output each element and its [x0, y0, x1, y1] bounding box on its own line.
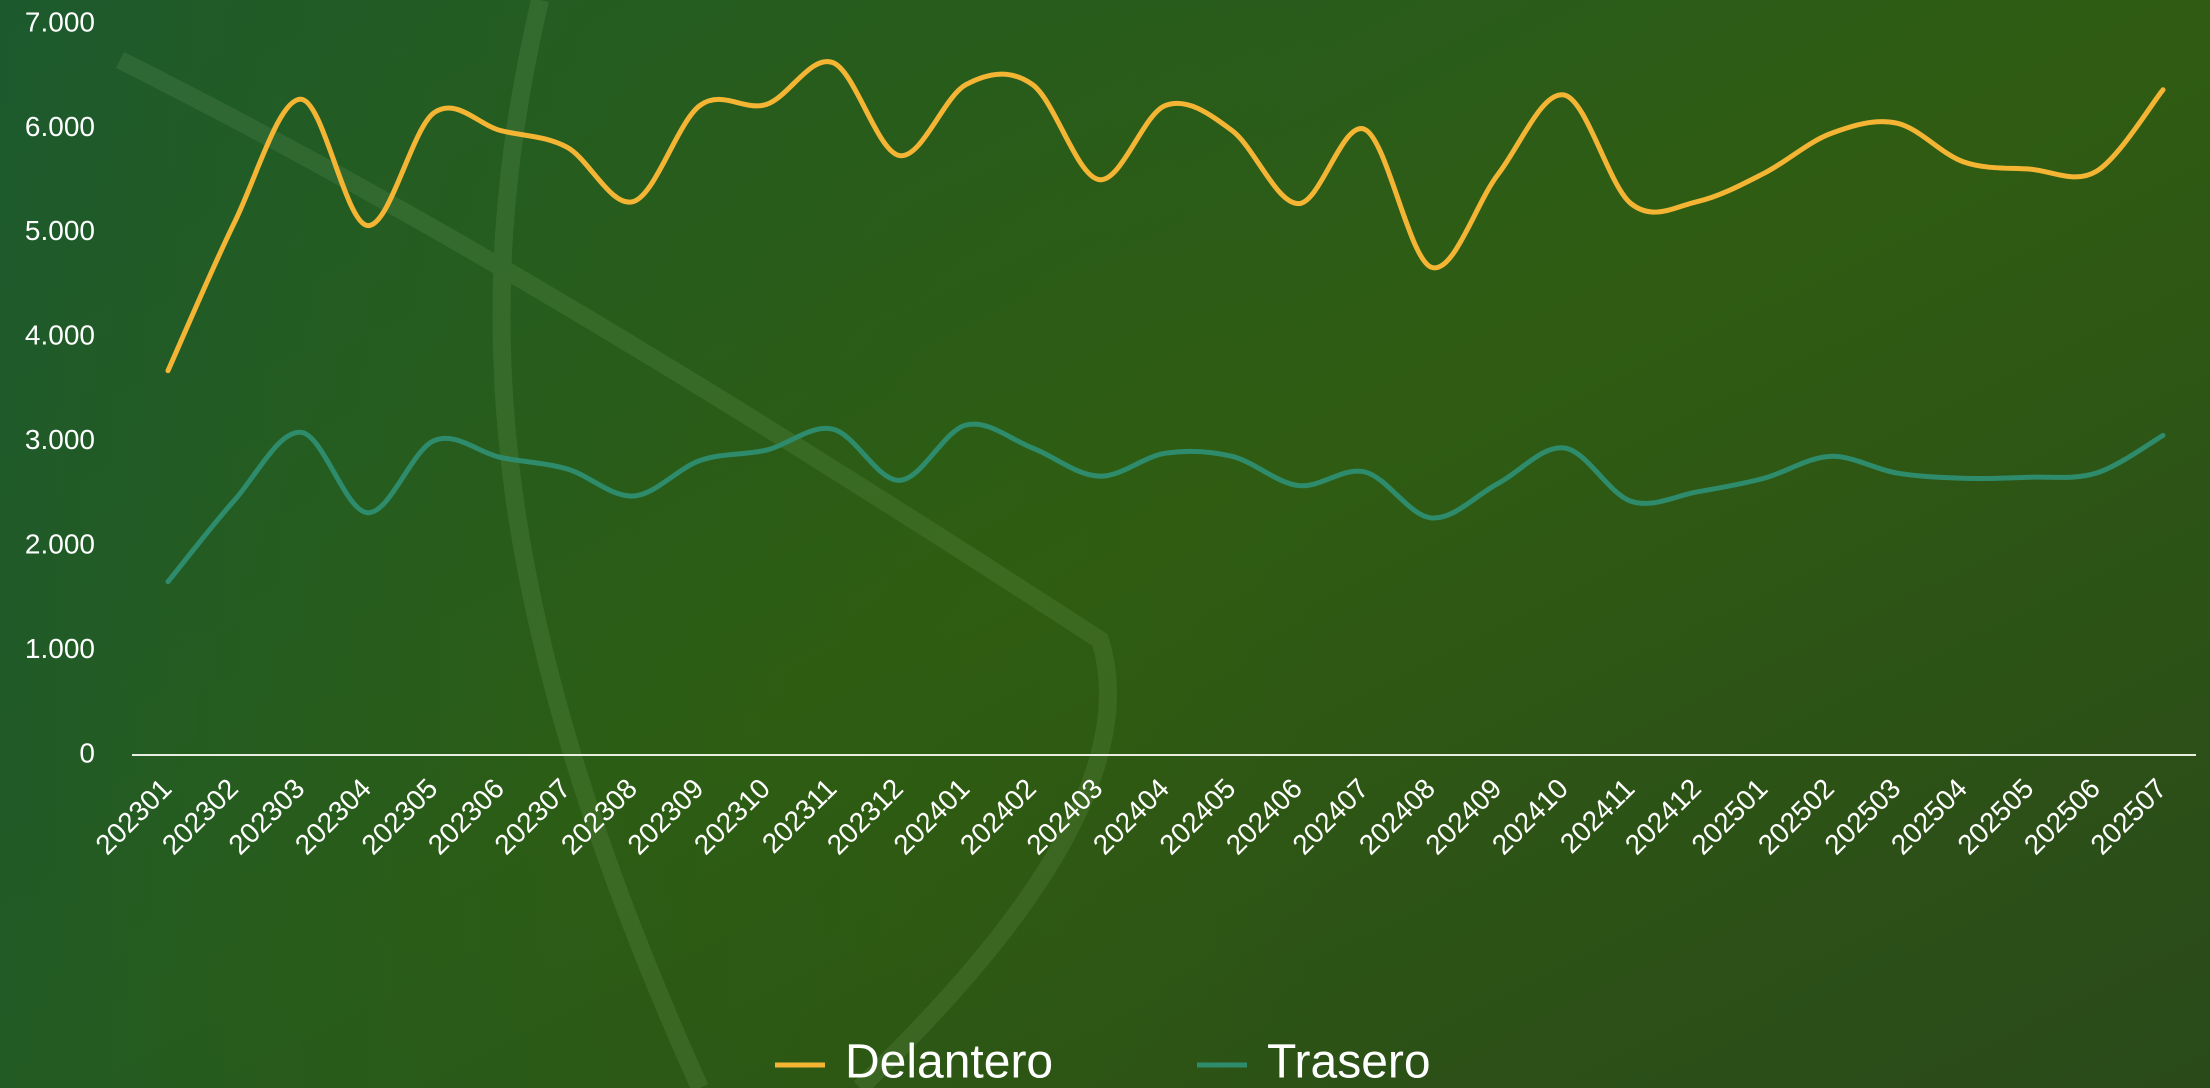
chart: 01.0002.0003.0004.0005.0006.0007.0002023… [0, 0, 2210, 1088]
legend-label: Trasero [1267, 1036, 1431, 1088]
y-tick-label: 0 [79, 737, 95, 768]
y-tick-label: 3.000 [25, 424, 95, 455]
y-tick-label: 6.000 [25, 111, 95, 142]
y-tick-label: 2.000 [25, 529, 95, 560]
y-tick-label: 5.000 [25, 215, 95, 246]
y-tick-label: 4.000 [25, 320, 95, 351]
y-tick-label: 1.000 [25, 633, 95, 664]
legend-label: Delantero [845, 1036, 1053, 1088]
y-tick-label: 7.000 [25, 6, 95, 37]
